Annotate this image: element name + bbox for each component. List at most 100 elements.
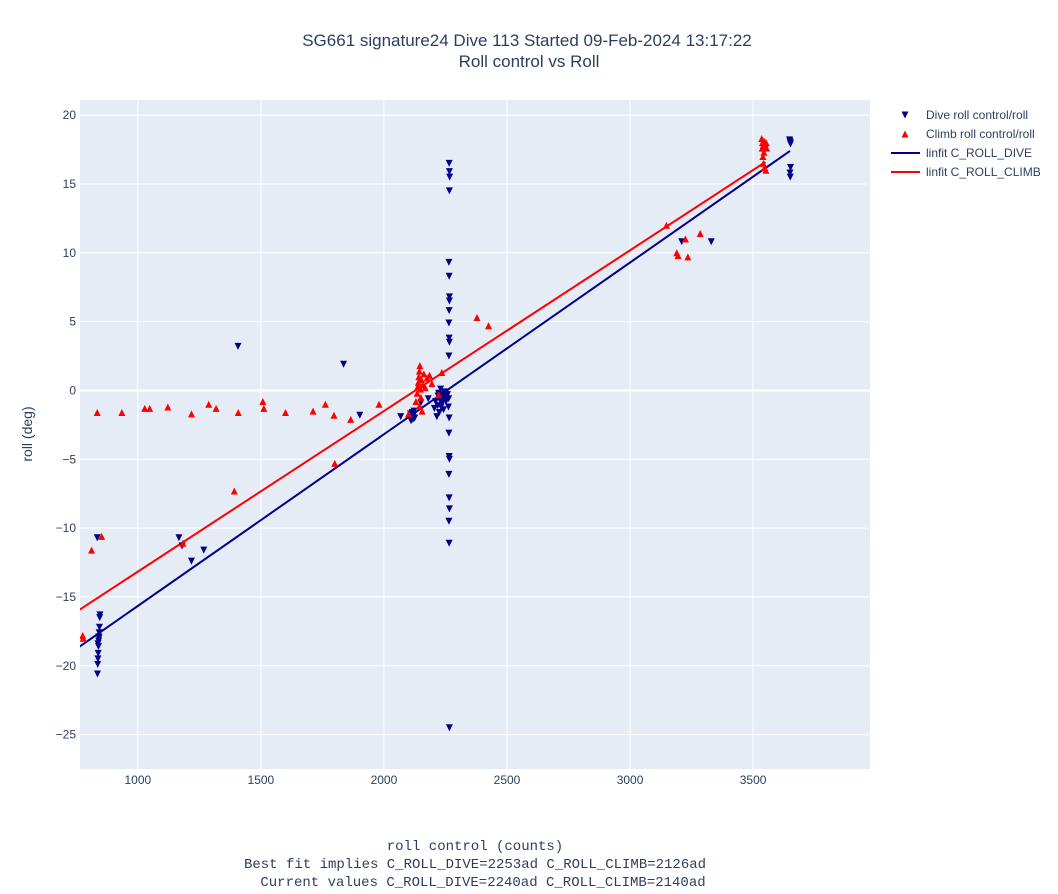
climb-point [416, 362, 424, 370]
climb-point [416, 402, 424, 410]
dive-point [445, 168, 453, 176]
y-tick-label: −20 [56, 659, 77, 673]
x-tick-label: 3500 [740, 773, 767, 787]
dive-point [187, 557, 195, 565]
dive-point [445, 352, 453, 360]
climb-point [281, 408, 289, 416]
dive-point [786, 169, 794, 177]
climb-point [417, 393, 425, 401]
climb-point [696, 230, 704, 238]
dive-point [707, 238, 715, 246]
dive-point [787, 140, 795, 148]
legend-label: Climb roll control/roll [926, 127, 1035, 141]
dive-point [397, 413, 405, 421]
dive-point [435, 408, 443, 416]
climb-point [674, 252, 682, 260]
y-tick-label: 15 [63, 177, 77, 191]
chart-subtitle: Roll control vs Roll [459, 52, 600, 71]
dive-point [445, 517, 453, 525]
climb-point [80, 617, 81, 619]
climb-point [412, 397, 420, 405]
legend-symbol [901, 111, 909, 119]
dive-point [786, 136, 794, 144]
climb-point [421, 384, 429, 392]
climb-point [321, 400, 329, 408]
grid-lines [80, 100, 870, 769]
climb-point [473, 313, 481, 321]
chart-title: SG661 signature24 Dive 113 Started 09-Fe… [302, 31, 752, 50]
climb-point [80, 634, 87, 642]
dive-point [95, 629, 103, 637]
dive-point [93, 534, 101, 542]
dive-point [95, 634, 103, 642]
dive-point [445, 494, 453, 502]
climb-point [762, 166, 770, 174]
climb-point [164, 403, 172, 411]
climb-point [330, 411, 338, 419]
dive-point [445, 187, 453, 195]
climb-point [760, 148, 768, 156]
climb-point [187, 410, 195, 418]
y-tick-label: 20 [63, 108, 77, 122]
dive-point [96, 611, 104, 619]
dive-point [234, 342, 242, 350]
y-axis-title: roll (deg) [19, 406, 35, 461]
climb-point [98, 532, 106, 540]
dive-point [444, 403, 452, 411]
dive-point [445, 470, 453, 478]
climb-point [662, 221, 670, 229]
y-tick-label: −10 [56, 521, 77, 535]
dive-fit-line [80, 150, 791, 648]
dive-point [340, 360, 348, 368]
climb-point [415, 367, 423, 375]
tick-labels: 1000 1500 2000 2500 3000 3500 −25 −20 −15 −10 −5 0 5… [56, 108, 767, 787]
dive-point [175, 534, 183, 542]
dive-point [445, 297, 453, 305]
climb-point [763, 144, 771, 152]
dive-point [445, 505, 453, 513]
climb-point [681, 235, 689, 243]
dive-point [787, 163, 795, 171]
y-tick-label: −25 [56, 728, 77, 742]
dive-point [446, 173, 454, 181]
x-tick-label: 3000 [617, 773, 644, 787]
climb-point [684, 253, 692, 261]
climb-point [205, 400, 213, 408]
climb-point [141, 404, 149, 412]
y-tick-label: −15 [56, 590, 77, 604]
dive-point [424, 395, 432, 403]
x-tick-label: 1000 [124, 773, 151, 787]
best-fit-note: Best fit implies C_ROLL_DIVE=2253ad C_RO… [244, 857, 706, 873]
series-layer [80, 135, 795, 732]
dive-point [439, 406, 447, 414]
x-tick-label: 2500 [494, 773, 521, 787]
dive-point [438, 399, 446, 407]
dive-point [445, 429, 453, 437]
climb-point [88, 546, 96, 554]
x-axis-title: roll control (counts) [387, 839, 563, 855]
dive-point [430, 404, 438, 412]
y-tick-label: 5 [69, 315, 76, 329]
legend: Dive roll control/roll Climb roll control… [891, 108, 1041, 179]
dive-point [433, 413, 441, 421]
legend-symbol [901, 130, 909, 138]
dive-point [80, 645, 81, 646]
dive-point [94, 642, 102, 650]
dive-point [445, 455, 453, 463]
dive-point [445, 338, 453, 346]
dive-point [445, 724, 453, 732]
x-tick-label: 2000 [371, 773, 398, 787]
y-tick-label: 10 [63, 246, 77, 260]
climb-point [230, 487, 238, 495]
climb-point [234, 408, 242, 416]
current-values-note: Current values C_ROLL_DIVE=2240ad C_ROLL… [260, 875, 705, 891]
dive-point [437, 385, 445, 393]
legend-label: linfit C_ROLL_CLIMB [926, 165, 1041, 179]
climb-point [179, 539, 187, 547]
dive-point [410, 407, 418, 415]
climb-point [417, 375, 425, 383]
climb-point [418, 407, 426, 415]
climb-point [260, 404, 268, 412]
dive-point [445, 414, 453, 422]
